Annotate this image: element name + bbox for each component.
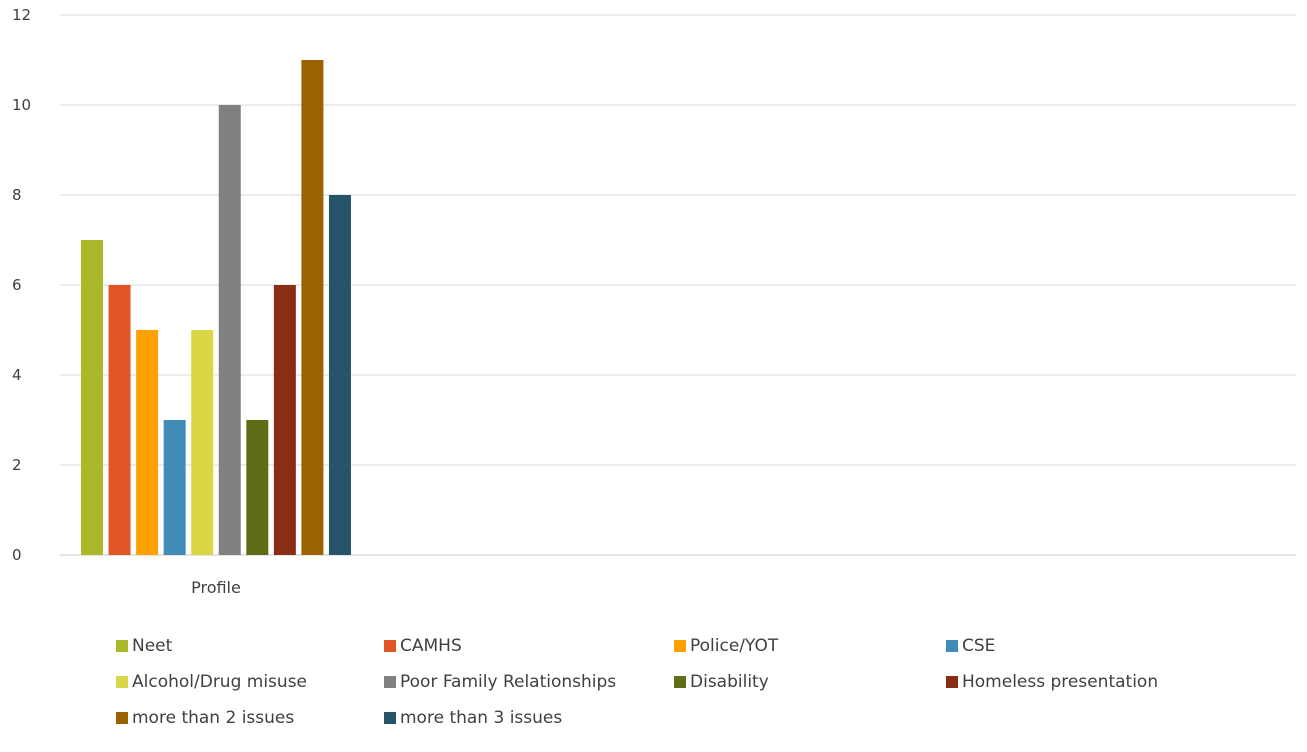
legend-swatch [384,639,396,652]
y-tick-label: 12 [12,6,31,24]
legend-item: Alcohol/Drug misuse [116,671,384,692]
legend-item: CAMHS [384,635,674,656]
bar-alcohol-drug-misuse [191,330,214,555]
legend-swatch [116,675,128,688]
legend-item: CSE [946,635,1246,656]
bars [81,60,351,555]
x-axis-categories: Profile [191,578,241,597]
legend-label: CSE [962,635,996,656]
legend-swatch [674,639,686,652]
legend-item: Disability [674,671,946,692]
y-tick-label: 8 [12,186,22,204]
legend-item: Poor Family Relationships [384,671,674,692]
legend-swatch [946,675,958,688]
legend-label: Poor Family Relationships [400,671,617,692]
legend-label: more than 2 issues [132,707,295,728]
bar-camhs [108,285,131,555]
y-axis-ticks: 0 2 4 6 8 10 12 [12,6,31,564]
bar-neet [81,240,103,555]
legend-swatch [384,711,396,724]
legend-label: CAMHS [400,635,462,656]
bar-cse [163,420,186,555]
legend-swatch [946,639,958,652]
y-tick-label: 6 [12,276,22,294]
x-category-label: Profile [191,578,241,597]
y-tick-label: 2 [12,456,22,474]
legend-swatch [116,711,128,724]
bar-disability [246,420,269,555]
legend-item: Police/YOT [674,635,946,656]
legend-item: Homeless presentation [946,671,1246,692]
bar-more-than-3-issues [328,195,351,555]
bar-chart: 0 2 4 6 8 10 12 Profile [12,6,1296,597]
gridlines [60,14,1296,556]
legend-label: Police/YOT [690,635,779,656]
legend-swatch [384,675,396,688]
legend-swatch [116,639,128,652]
legend-swatch [674,675,686,688]
y-tick-label: 0 [12,546,22,564]
y-tick-label: 10 [12,96,31,114]
legend-label: Alcohol/Drug misuse [132,671,308,692]
legend-label: Neet [132,635,173,656]
legend-label: Homeless presentation [962,671,1159,692]
bar-homeless-presentation [273,285,296,555]
bar-more-than-2-issues [301,60,324,555]
legend-label: Disability [690,671,769,692]
bar-poor-family-relationships [218,105,241,555]
legend-label: more than 3 issues [400,707,563,728]
y-tick-label: 4 [12,366,22,384]
bar-police-yot [136,330,159,555]
legend-item: more than 2 issues [116,707,384,728]
chart-legend: Neet CAMHS Police/YOT CSE Alcohol/Drug misus… [116,635,1256,728]
legend-item: Neet [116,635,384,656]
legend-item: more than 3 issues [384,707,674,728]
